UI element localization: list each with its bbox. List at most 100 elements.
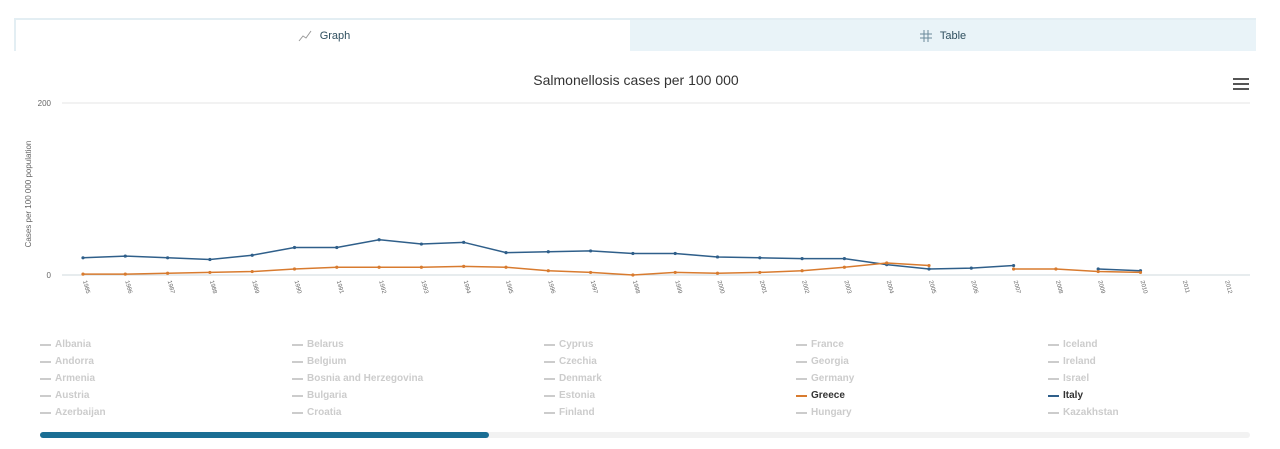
x-tick-label: 1997 [589, 280, 598, 295]
x-tick-label: 2008 [1054, 280, 1063, 295]
data-point[interactable] [81, 272, 85, 276]
legend-item-france[interactable]: France [796, 336, 854, 353]
legend-item-hungary[interactable]: Hungary [796, 404, 854, 421]
legend-label: Greece [811, 390, 845, 401]
data-point[interactable] [250, 253, 254, 257]
data-point[interactable] [123, 272, 127, 276]
data-point[interactable] [546, 269, 550, 273]
data-point[interactable] [758, 270, 762, 275]
data-point[interactable] [504, 265, 508, 269]
legend-swatch [40, 343, 51, 346]
legend-item-belgium[interactable]: Belgium [292, 353, 423, 370]
data-point[interactable] [292, 245, 297, 250]
legend-item-israel[interactable]: Israel [1048, 370, 1119, 387]
x-tick-label: 1985 [81, 280, 90, 295]
legend-swatch [292, 360, 303, 363]
data-point[interactable] [631, 251, 635, 256]
series-italy [81, 238, 1143, 273]
data-point[interactable] [1096, 267, 1100, 271]
view-tabs: Graph Table [14, 18, 1256, 53]
data-point[interactable] [1138, 270, 1143, 275]
data-point[interactable] [377, 238, 381, 242]
data-point[interactable] [208, 270, 212, 275]
data-point[interactable] [377, 265, 381, 269]
legend-item-ireland[interactable]: Ireland [1048, 353, 1119, 370]
data-point[interactable] [715, 255, 720, 259]
tab-graph[interactable]: Graph [14, 20, 632, 51]
legend-item-finland[interactable]: Finland [544, 404, 602, 421]
legend-item-belarus[interactable]: Belarus [292, 336, 423, 353]
legend-item-croatia[interactable]: Croatia [292, 404, 423, 421]
data-point[interactable] [842, 265, 847, 269]
legend-item-andorra[interactable]: Andorra [40, 353, 106, 370]
data-point[interactable] [419, 265, 423, 269]
legend-item-cyprus[interactable]: Cyprus [544, 336, 602, 353]
x-tick-label: 1994 [462, 280, 471, 295]
data-point[interactable] [208, 257, 212, 262]
data-point[interactable] [758, 256, 762, 260]
x-tick-label: 2001 [758, 280, 767, 295]
legend-item-georgia[interactable]: Georgia [796, 353, 854, 370]
data-point[interactable] [81, 256, 85, 260]
legend-item-italy[interactable]: Italy [1048, 387, 1119, 404]
y-axis-label: Cases per 100 000 population [24, 141, 33, 248]
tab-table[interactable]: Table [630, 20, 1256, 51]
data-point[interactable] [462, 264, 466, 268]
data-point[interactable] [504, 251, 508, 255]
legend-label: Belarus [307, 339, 344, 350]
x-tick-label: 1988 [208, 280, 217, 295]
legend-item-czechia[interactable]: Czechia [544, 353, 602, 370]
legend-label: Estonia [559, 390, 596, 401]
data-point[interactable] [673, 270, 677, 275]
data-point[interactable] [1054, 267, 1058, 271]
legend-item-armenia[interactable]: Armenia [40, 370, 106, 387]
data-point[interactable] [462, 240, 466, 244]
legend-item-austria[interactable]: Austria [40, 387, 106, 404]
legend-item-estonia[interactable]: Estonia [544, 387, 602, 404]
legend-scrollbar-track[interactable] [40, 432, 1250, 438]
legend-item-iceland[interactable]: Iceland [1048, 336, 1119, 353]
data-point[interactable] [589, 249, 593, 253]
legend-swatch [292, 394, 303, 397]
legend-label: Georgia [811, 356, 849, 367]
data-point[interactable] [969, 266, 973, 270]
data-point[interactable] [1012, 263, 1016, 268]
data-point[interactable] [292, 267, 297, 271]
data-point[interactable] [631, 273, 635, 277]
legend-item-greece[interactable]: Greece [796, 387, 854, 404]
data-point[interactable] [927, 263, 931, 268]
data-point[interactable] [673, 251, 677, 256]
data-point[interactable] [419, 242, 423, 246]
legend-item-azerbaijan[interactable]: Azerbaijan [40, 404, 106, 421]
data-point[interactable] [1012, 267, 1016, 271]
legend-scrollbar-thumb[interactable] [40, 432, 489, 438]
legend-label: Andorra [55, 356, 94, 367]
legend-item-denmark[interactable]: Denmark [544, 370, 602, 387]
data-point[interactable] [335, 265, 339, 269]
data-point[interactable] [335, 245, 339, 250]
data-point[interactable] [166, 271, 170, 275]
data-point[interactable] [800, 257, 804, 261]
data-point[interactable] [166, 256, 170, 260]
legend-item-bulgaria[interactable]: Bulgaria [292, 387, 423, 404]
data-point[interactable] [250, 269, 254, 274]
legend-label: Ireland [1063, 356, 1096, 367]
legend-item-bosnia-and-herzegovina[interactable]: Bosnia and Herzegovina [292, 370, 423, 387]
data-point[interactable] [885, 261, 889, 265]
data-point[interactable] [715, 271, 720, 275]
legend-item-germany[interactable]: Germany [796, 370, 854, 387]
legend-item-albania[interactable]: Albania [40, 336, 106, 353]
data-point[interactable] [123, 254, 127, 258]
data-point[interactable] [927, 267, 931, 271]
legend-item-kazakhstan[interactable]: Kazakhstan [1048, 404, 1119, 421]
hamburger-menu-icon[interactable] [1233, 78, 1249, 92]
data-point[interactable] [546, 250, 550, 254]
x-tick-label: 2012 [1223, 280, 1232, 295]
data-point[interactable] [842, 257, 847, 261]
data-point[interactable] [1096, 269, 1100, 274]
x-tick-label: 1993 [419, 280, 428, 295]
line-chart: 0 200 1985 1986 1987 1988 1989 1990 1991 1992 1993… [24, 99, 1250, 295]
data-point[interactable] [589, 270, 593, 275]
data-point[interactable] [800, 269, 804, 273]
tab-graph-label: Graph [319, 29, 351, 42]
